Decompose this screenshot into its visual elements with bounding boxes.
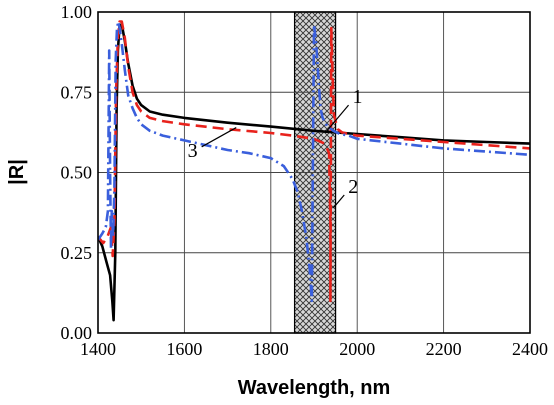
series-line-3 [98, 20, 530, 303]
x-tick-label: 1800 [253, 339, 289, 359]
annotation-label-3: 3 [188, 140, 198, 162]
annotation-leader-1 [326, 104, 350, 132]
y-tick-label: 0.25 [61, 243, 93, 263]
y-tick-label: 0.00 [61, 323, 93, 343]
y-tick-label: 1.00 [61, 2, 93, 22]
annotation-leader-3 [201, 127, 237, 148]
x-tick-label: 1400 [80, 339, 116, 359]
x-axis-title: Wavelength, nm [238, 377, 391, 399]
x-tick-label: 2400 [512, 339, 548, 359]
y-tick-label: 0.50 [61, 163, 93, 183]
x-tick-label: 2000 [339, 339, 375, 359]
y-tick-label: 0.75 [61, 82, 93, 102]
annotation-leader-2 [332, 194, 345, 209]
plot-frame [97, 11, 531, 334]
x-tick-label: 2200 [426, 339, 462, 359]
annotation-label-2: 2 [348, 176, 358, 198]
annotation-label-1: 1 [353, 86, 363, 108]
series-line-2 [98, 20, 530, 303]
y-axis-title: |R| [6, 159, 28, 185]
x-tick-label: 1600 [166, 339, 202, 359]
